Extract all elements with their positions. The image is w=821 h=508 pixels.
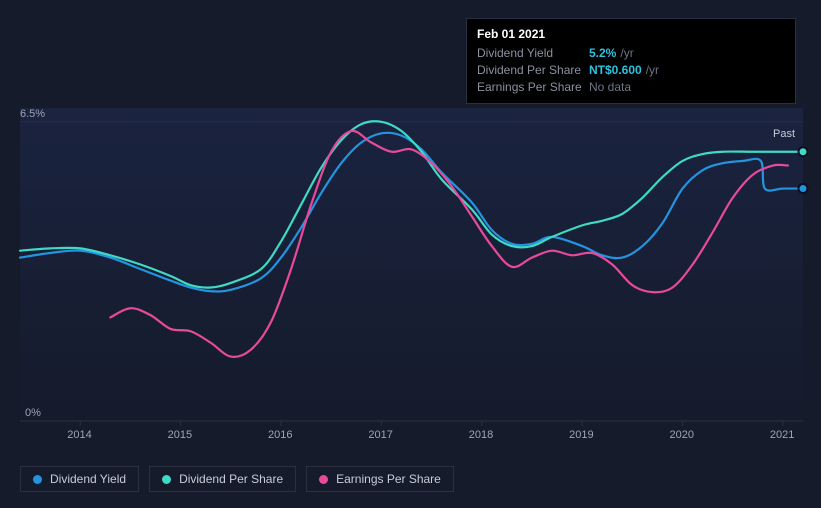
- tooltip-nodata: No data: [589, 79, 631, 96]
- legend-item-earnings-per-share[interactable]: Earnings Per Share: [306, 466, 454, 492]
- x-axis-tick-label: 2017: [368, 429, 392, 441]
- legend-dot: [162, 475, 171, 484]
- x-axis-tick-label: 2020: [670, 429, 694, 441]
- tooltip-unit: /yr: [646, 62, 659, 79]
- tooltip-value: 5.2%: [589, 45, 616, 62]
- legend-label: Earnings Per Share: [336, 472, 441, 486]
- tooltip-date: Feb 01 2021: [477, 27, 785, 41]
- tooltip-key: Earnings Per Share: [477, 79, 589, 96]
- x-axis-tick-label: 2021: [770, 429, 794, 441]
- x-axis-tick-label: 2018: [469, 429, 493, 441]
- tooltip-row-earnings-per-share: Earnings Per Share No data: [477, 79, 785, 96]
- legend-dot: [319, 475, 328, 484]
- legend-dot: [33, 475, 42, 484]
- y-axis-label-bottom: 0%: [25, 407, 41, 419]
- tooltip-key: Dividend Per Share: [477, 62, 589, 79]
- chart-legend: Dividend Yield Dividend Per Share Earnin…: [20, 466, 454, 492]
- x-axis-tick-label: 2014: [67, 429, 91, 441]
- tooltip-key: Dividend Yield: [477, 45, 589, 62]
- tooltip-row-dividend-per-share: Dividend Per Share NT$0.600 /yr: [477, 62, 785, 79]
- x-axis-tick-label: 2015: [168, 429, 192, 441]
- x-axis-tick-label: 2016: [268, 429, 292, 441]
- dividend-chart: 6.5% 0% 2014 2015 2016 2017 2018 2019 2020 2021…: [0, 0, 821, 508]
- x-axis-tick-label: 2019: [569, 429, 593, 441]
- tooltip-row-dividend-yield: Dividend Yield 5.2% /yr: [477, 45, 785, 62]
- tooltip-unit: /yr: [620, 45, 633, 62]
- legend-label: Dividend Yield: [50, 472, 126, 486]
- chart-tooltip: Feb 01 2021 Dividend Yield 5.2% /yr Divi…: [466, 18, 796, 104]
- y-axis-label-top: 6.5%: [20, 108, 45, 120]
- past-marker-label: Past: [773, 128, 795, 140]
- legend-item-dividend-per-share[interactable]: Dividend Per Share: [149, 466, 296, 492]
- legend-label: Dividend Per Share: [179, 472, 283, 486]
- legend-item-dividend-yield[interactable]: Dividend Yield: [20, 466, 139, 492]
- tooltip-value: NT$0.600: [589, 62, 642, 79]
